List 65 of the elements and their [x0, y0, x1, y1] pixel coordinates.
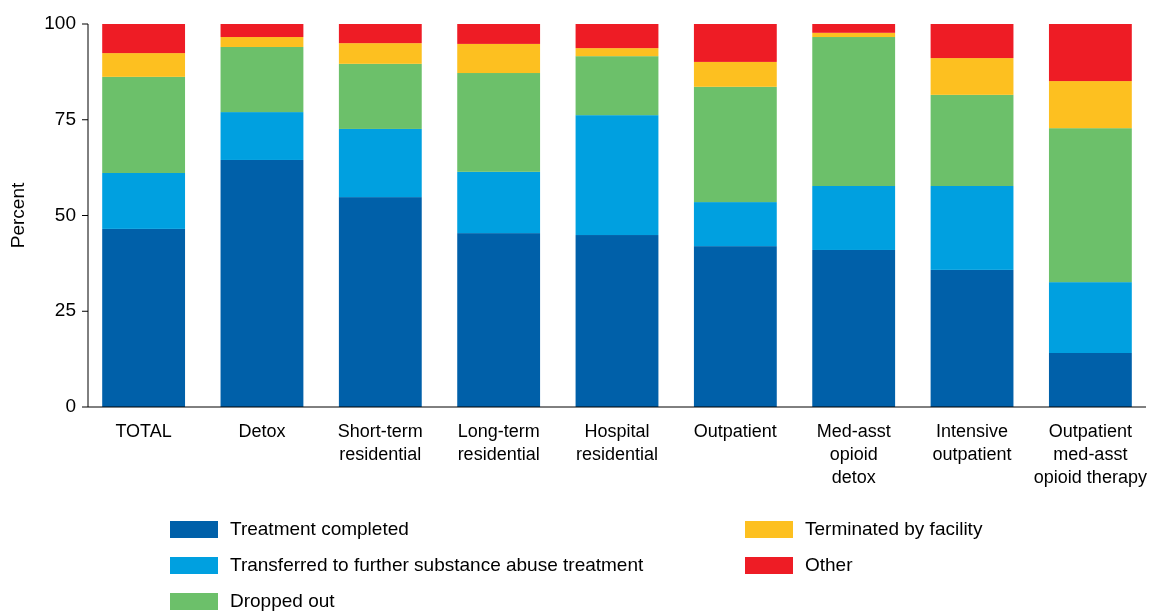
bar: [220, 37, 304, 47]
bar: [1048, 353, 1132, 407]
bar: [930, 58, 1014, 95]
x-tick-label: Hospital residential: [575, 421, 659, 464]
bar: [693, 246, 777, 407]
x-tick-label: Outpatient: [693, 421, 777, 441]
bar: [102, 228, 186, 407]
y-tick-label: 0: [65, 395, 76, 417]
legend-label: Transferred to further substance abuse treatment: [230, 554, 645, 576]
legend-label: Treatment completed: [230, 518, 409, 540]
y-tick-label: 25: [54, 299, 76, 321]
bar: [930, 24, 1014, 59]
bar: [693, 61, 777, 87]
bar: [102, 172, 186, 229]
bar: [812, 24, 896, 33]
bar: [338, 197, 422, 407]
x-tick-label: Detox: [238, 421, 286, 441]
bar: [930, 186, 1014, 270]
bar: [930, 269, 1014, 407]
bar: [693, 86, 777, 203]
x-tick-label: TOTAL: [115, 421, 172, 441]
bar: [1048, 128, 1132, 283]
bar: [220, 112, 304, 160]
legend-label: Terminated by facility: [805, 518, 983, 540]
x-tick-label: Intensive outpatient: [932, 421, 1012, 464]
bar: [220, 24, 304, 38]
bar: [575, 56, 659, 116]
legend-label: Other: [805, 554, 854, 576]
bar: [1048, 81, 1132, 129]
bar: [1048, 282, 1132, 353]
bar: [575, 235, 659, 407]
bar: [812, 37, 896, 187]
bar: [1048, 24, 1132, 82]
bar: [338, 128, 422, 198]
y-tick-label: 50: [54, 203, 76, 225]
bar: [812, 186, 896, 250]
bar: [102, 24, 186, 54]
bar: [457, 43, 541, 74]
bar: [457, 171, 541, 234]
x-tick-label: Outpatient med-asst opioid therapy: [1033, 421, 1147, 487]
bar: [220, 159, 304, 407]
bar: [575, 24, 659, 49]
bar: [338, 24, 422, 44]
bar: [693, 24, 777, 62]
bar: [930, 94, 1014, 187]
bar: [102, 53, 186, 77]
bar: [102, 76, 186, 173]
y-axis-title: Percent: [7, 182, 28, 249]
bar: [457, 73, 541, 172]
bar: [693, 202, 777, 247]
bar: [338, 63, 422, 129]
bar: [457, 24, 541, 44]
bar: [812, 32, 896, 38]
y-tick-label: 100: [44, 12, 76, 34]
bar: [812, 249, 896, 407]
bar: [338, 43, 422, 64]
bar: [457, 233, 541, 407]
bar: [575, 48, 659, 57]
x-tick-label: Short-term residential: [337, 421, 423, 464]
x-tick-label: Med-asst opioid detox: [816, 421, 891, 487]
x-tick-label: Long-term residential: [457, 421, 540, 464]
y-tick-label: 75: [54, 107, 76, 129]
bar: [575, 115, 659, 236]
legend-label: Dropped out: [230, 590, 336, 612]
bar: [220, 46, 304, 113]
